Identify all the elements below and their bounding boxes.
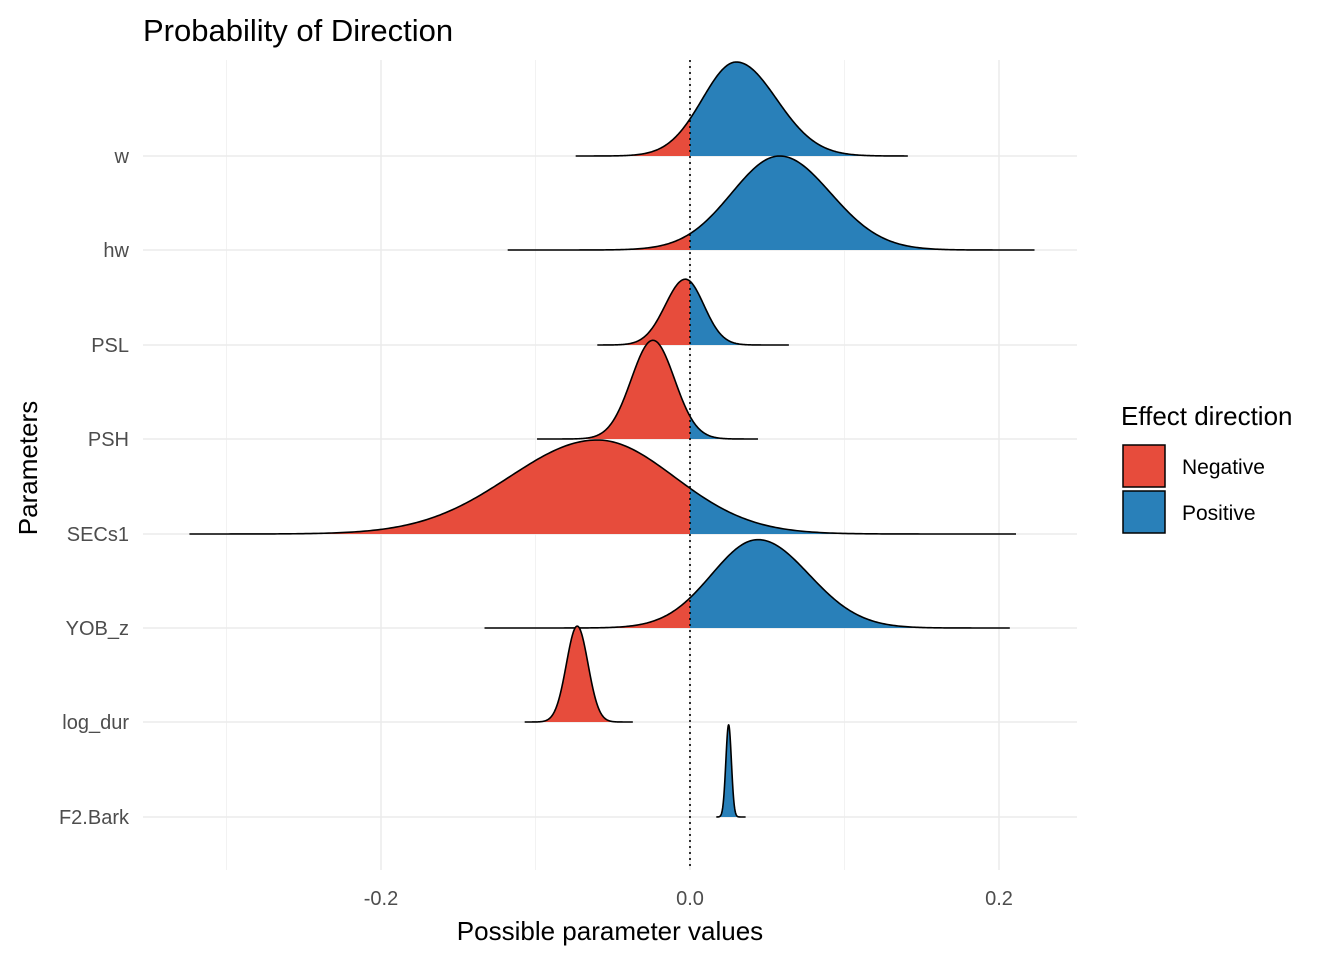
density-outline-PSL xyxy=(597,278,789,346)
legend: Effect direction Negative Positive xyxy=(1121,401,1293,534)
density-positive-YOB_z xyxy=(690,539,1010,628)
y-axis-tick-labels: w hw PSL PSH SECs1 YOB_z log_dur F2.Bark xyxy=(59,146,130,829)
x-tick-label: -0.2 xyxy=(364,888,398,910)
density-negative-PSH xyxy=(537,340,690,439)
density-outline-hw xyxy=(507,155,1035,251)
density-outline-log_dur xyxy=(524,625,633,723)
density-positive-w xyxy=(690,62,908,156)
density-negative-YOB_z xyxy=(484,597,690,628)
density-negative-log_dur xyxy=(524,626,633,722)
x-axis-title: Possible parameter values xyxy=(457,916,763,946)
y-axis-title: Parameters xyxy=(13,401,43,535)
y-tick-label: PSL xyxy=(91,335,129,357)
legend-label-positive: Positive xyxy=(1182,502,1256,525)
y-tick-label: PSH xyxy=(88,429,129,451)
y-tick-label: hw xyxy=(103,240,129,262)
density-outline-SECs1 xyxy=(189,439,1016,535)
density-positive-F2.Bark xyxy=(716,724,746,817)
density-positive-PSL xyxy=(690,281,789,345)
density-outline-PSH xyxy=(537,339,758,440)
density-positive-PSH xyxy=(690,416,758,439)
density-negative-w xyxy=(575,118,690,156)
density-positive-hw xyxy=(690,156,1035,250)
y-tick-label: YOB_z xyxy=(66,618,129,640)
legend-swatch-negative xyxy=(1122,444,1166,488)
density-outline-w xyxy=(575,61,908,157)
density-outline-F2.Bark xyxy=(716,723,746,818)
density-ridges xyxy=(189,61,1035,818)
density-negative-hw xyxy=(507,233,690,250)
x-axis-tick-labels: -0.2 0.0 0.2 xyxy=(364,888,1013,910)
y-tick-label: SECs1 xyxy=(67,524,129,546)
density-negative-PSL xyxy=(597,279,690,345)
y-tick-label: F2.Bark xyxy=(59,807,130,829)
y-tick-label: log_dur xyxy=(62,712,129,734)
density-negative-SECs1 xyxy=(189,440,691,534)
density-positive-SECs1 xyxy=(690,488,1014,534)
y-tick-label: w xyxy=(114,146,130,168)
density-outline-YOB_z xyxy=(484,538,1010,629)
legend-swatch-positive xyxy=(1122,490,1166,534)
legend-title: Effect direction xyxy=(1121,401,1293,431)
x-tick-label: 0.0 xyxy=(676,888,704,910)
chart-title: Probability of Direction xyxy=(143,13,453,48)
x-tick-label: 0.2 xyxy=(985,888,1013,910)
legend-label-negative: Negative xyxy=(1182,456,1265,479)
